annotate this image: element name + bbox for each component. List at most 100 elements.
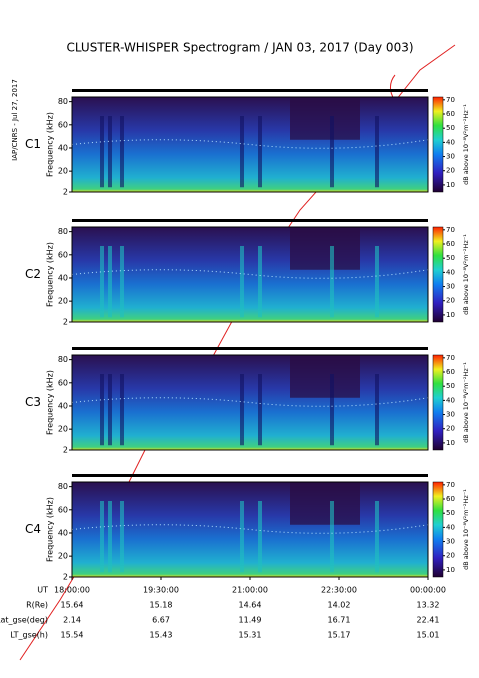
y-tick-label: 60 [58,505,68,514]
panel-label: C2 [25,267,41,281]
colorbar-tick-label: 50 [446,254,455,262]
y-axis-label: Frequency (kHz) [46,112,55,177]
colorbar [432,226,444,323]
frame [71,226,429,323]
ephemeris-value: 13.32 [417,601,440,610]
spectrogram-image [72,355,428,450]
colorbar-tick-label: 20 [446,297,455,305]
x-tick-label: 18:00:00 [54,586,90,595]
stripe [375,116,379,188]
stripe [240,501,244,573]
stripe [108,116,112,188]
stripe [330,246,334,318]
colorbar-tick-label: 30 [446,411,455,419]
stripe [108,501,112,573]
y-axis-label: Frequency (kHz) [46,242,55,307]
stripe [240,374,244,446]
ephemeris-value: 11.49 [239,616,262,625]
ephemeris-value: 22.41 [417,616,440,625]
ephemeris-value: 15.54 [61,631,84,640]
stripe [100,501,104,573]
colorbar-tick-label: 40 [446,268,455,276]
y-tick-label: 80 [58,97,68,106]
colorbar-label: dB above 10⁻⁸V²m⁻²Hz⁻¹ [462,489,470,570]
panel-label: C1 [25,137,41,151]
colorbar-tick-label: 40 [446,396,455,404]
frame [71,354,429,451]
y-tick-label: 60 [58,250,68,259]
y-axis-label: Frequency (kHz) [46,370,55,435]
spectrogram-image [72,227,428,322]
colorbar-tick-label: 40 [446,523,455,531]
stripe [330,501,334,573]
colorbar [432,96,444,193]
stripe [258,501,262,573]
dark-region [290,97,360,140]
colorbar-tick-label: 20 [446,167,455,175]
dark-region [290,355,360,398]
colorbar-tick-label: 10 [446,566,455,574]
ephemeris-value: 16.71 [328,616,351,625]
ephemeris-value: 14.02 [328,601,351,610]
ephemeris-value: 15.64 [61,601,84,610]
colorbar-label: dB above 10⁻⁸V²m⁻²Hz⁻¹ [462,362,470,443]
ephemeris-value: 15.31 [239,631,262,640]
colorbar-tick-label: 20 [446,552,455,560]
x-tick-label: 00:00:00 [410,586,446,595]
colorbar-tick-label: 60 [446,368,455,376]
colorbar-tick-label: 70 [446,96,455,104]
stripe [100,374,104,446]
stripe [375,246,379,318]
stripe [330,116,334,188]
colorbar-tick-label: 50 [446,509,455,517]
status-bar [72,347,428,350]
stripe [330,374,334,446]
ephemeris-label: LT_gse(h) [10,631,48,640]
ephemeris-value: 15.43 [150,631,173,640]
colorbar-tick-label: 70 [446,354,455,362]
stripe [100,116,104,188]
chart-title: CLUSTER-WHISPER Spectrogram / JAN 03, 20… [66,41,413,55]
colorbar [432,481,444,578]
colorbar-tick-label: 30 [446,538,455,546]
ephemeris-value: 14.64 [239,601,262,610]
ephemeris-value: 6.67 [152,616,170,625]
ephemeris-value: 15.18 [150,601,173,610]
ephemeris-label: R(Re) [26,601,48,610]
stripe [120,246,124,318]
colorbar [432,354,444,451]
ephemeris-value: 15.01 [417,631,440,640]
stripe [100,246,104,318]
ephemeris-label: UT [37,586,48,595]
colorbar-tick-label: 30 [446,153,455,161]
y-tick-label: 40 [58,528,68,537]
y-tick-label: 2 [63,318,68,327]
panel-label: C3 [25,395,41,409]
status-bar [72,89,428,92]
panel-label: C4 [25,522,41,536]
y-tick-label: 60 [58,120,68,129]
colorbar-tick-label: 30 [446,283,455,291]
x-tick-label: 22:30:00 [321,586,357,595]
status-bar [72,474,428,477]
stripe [258,374,262,446]
colorbar-tick-label: 70 [446,226,455,234]
stripe [375,374,379,446]
colorbar-tick-label: 40 [446,138,455,146]
stripe [375,501,379,573]
y-tick-label: 20 [58,167,68,176]
frame [71,96,429,193]
stripe [120,374,124,446]
y-tick-label: 20 [58,552,68,561]
stripe [258,116,262,188]
side-note: IAP/CNRS - Jul 27, 2017 [11,79,19,161]
colorbar-tick-label: 60 [446,110,455,118]
colorbar-label: dB above 10⁻⁸V²m⁻²Hz⁻¹ [462,234,470,315]
y-tick-label: 80 [58,355,68,364]
y-tick-label: 40 [58,401,68,410]
colorbar-tick-label: 50 [446,382,455,390]
y-tick-label: 80 [58,227,68,236]
colorbar-tick-label: 60 [446,495,455,503]
colorbar-tick-label: 50 [446,124,455,132]
